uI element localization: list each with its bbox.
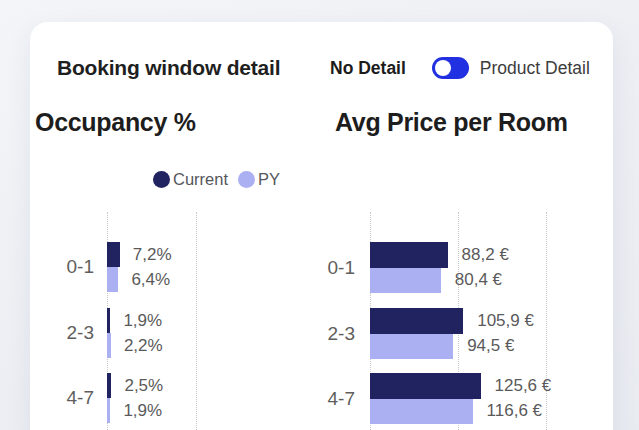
bar-current-0-1[interactable] <box>107 242 120 267</box>
legend-dot-icon <box>153 171 170 188</box>
x-axis-gridline <box>546 212 547 430</box>
value-label: 1,9% <box>123 401 162 421</box>
toggle-label-product-detail[interactable]: Product Detail <box>480 58 590 79</box>
category-label: 0-1 <box>30 255 94 279</box>
value-label: 6,4% <box>131 270 170 290</box>
legend-item-label: Current <box>173 170 228 189</box>
occupancy-chart-plot: 0-17,2%6,4%2-31,9%2,2%4-72,5%1,9% <box>107 212 297 430</box>
avg-price-chart-title: Avg Price per Room <box>335 108 568 137</box>
category-label: 2-3 <box>275 322 355 346</box>
toggle-knob-icon <box>435 60 451 76</box>
bar-py-4-7[interactable] <box>370 399 473 425</box>
bar-current-2-3[interactable] <box>107 308 110 333</box>
bar-py-2-3[interactable] <box>107 333 111 358</box>
bar-current-2-3[interactable] <box>370 308 463 334</box>
detail-toggle[interactable] <box>432 57 469 79</box>
category-label: 0-1 <box>275 256 355 280</box>
bar-current-0-1[interactable] <box>370 242 448 268</box>
bar-current-4-7[interactable] <box>107 373 111 398</box>
category-label: 4-7 <box>275 387 355 411</box>
toggle-label-no-detail[interactable]: No Detail <box>330 58 406 79</box>
chart-legend: Current PY <box>153 168 290 190</box>
detail-toggle-group: No Detail Product Detail <box>330 55 590 81</box>
value-label: 2,5% <box>124 376 163 396</box>
legend-item-label: PY <box>258 170 280 189</box>
value-label: 94,5 € <box>467 336 514 356</box>
value-label: 80,4 € <box>455 270 502 290</box>
legend-item-current[interactable]: Current <box>153 170 228 189</box>
bar-py-0-1[interactable] <box>107 267 118 292</box>
value-label: 1,9% <box>123 311 162 331</box>
value-label: 125,6 € <box>495 376 552 396</box>
avg-price-chart-plot: 0-188,2 €80,4 €2-3105,9 €94,5 €4-7125,6 … <box>370 212 613 430</box>
value-label: 7,2% <box>133 245 172 265</box>
bar-py-0-1[interactable] <box>370 268 441 294</box>
legend-item-py[interactable]: PY <box>238 170 280 189</box>
category-label: 2-3 <box>30 321 94 345</box>
value-label: 105,9 € <box>477 311 534 331</box>
bar-py-4-7[interactable] <box>107 398 110 423</box>
booking-window-card: Booking window detail No Detail Product … <box>30 22 613 430</box>
value-label: 2,2% <box>124 336 163 356</box>
x-axis-gridline <box>196 212 197 430</box>
card-title: Booking window detail <box>57 56 280 80</box>
bar-py-2-3[interactable] <box>370 334 453 360</box>
legend-dot-icon <box>238 171 255 188</box>
occupancy-chart-title: Occupancy % <box>35 108 196 137</box>
value-label: 116,6 € <box>487 401 542 421</box>
category-label: 4-7 <box>30 386 94 410</box>
value-label: 88,2 € <box>462 245 509 265</box>
bar-current-4-7[interactable] <box>370 373 481 399</box>
